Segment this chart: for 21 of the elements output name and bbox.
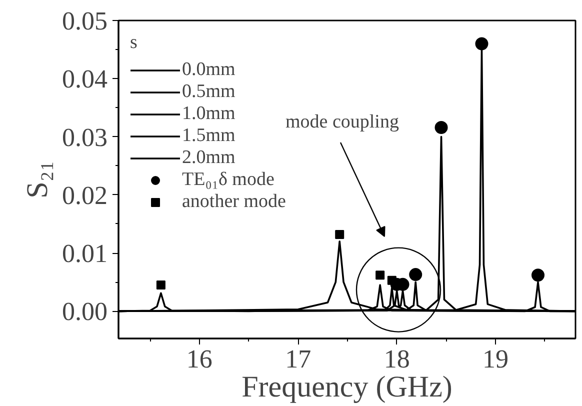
x-tick-label: 18 <box>384 344 410 374</box>
legend-title: s <box>130 32 138 54</box>
x-axis-title: Frequency (GHz) <box>242 370 452 404</box>
x-tick-label: 16 <box>186 344 212 374</box>
legend-label: another mode <box>182 191 286 213</box>
y-tick-label: 0.00 <box>62 297 108 326</box>
y-tick-label: 0.04 <box>62 64 108 94</box>
legend-label: 2.0mm <box>182 147 236 169</box>
y-tick-label: 0.03 <box>62 122 108 152</box>
legend-label: 1.0mm <box>182 103 236 125</box>
legend-label: 1.5mm <box>182 125 236 147</box>
annotation: mode coupling <box>286 112 400 132</box>
y-tick-label: 0.05 <box>62 6 108 36</box>
legend-label: 0.5mm <box>182 81 236 103</box>
y-tick-label: 0.02 <box>62 180 108 210</box>
y-axis-title: S₂₁ <box>21 160 54 198</box>
x-tick-label: 19 <box>482 344 509 374</box>
x-tick-label: 17 <box>285 344 312 374</box>
legend-label: TE₀₁δ mode <box>182 169 274 191</box>
legend-label: 0.0mm <box>182 59 236 81</box>
y-tick-label: 0.01 <box>62 239 108 268</box>
